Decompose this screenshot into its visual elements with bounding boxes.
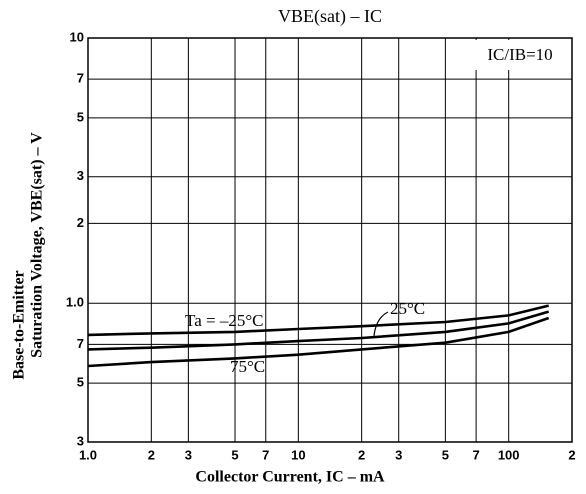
y-tick-label: 7 [77, 71, 84, 86]
y-axis-label: Base-to-Emitter [11, 270, 28, 379]
x-tick-label: 1.0 [79, 447, 97, 462]
curve-label: 75°C [230, 357, 265, 376]
y-tick-label: 5 [77, 109, 84, 124]
y-axis-label: Saturation Voltage, VBE(sat) – V [29, 132, 46, 358]
curve [87, 316, 550, 368]
x-tick-label: 3 [395, 447, 402, 462]
x-tick-label: 2 [568, 447, 575, 462]
x-tick-label: 7 [472, 447, 479, 462]
curve [87, 304, 550, 337]
plot-frame [87, 37, 573, 443]
x-tick-label: 5 [231, 447, 238, 462]
curve-label: Ta = –25°C [185, 311, 263, 330]
curve [87, 310, 550, 351]
y-tick-label: 10 [70, 29, 84, 44]
x-tick-label: 3 [185, 447, 192, 462]
x-tick-label: 7 [262, 447, 269, 462]
y-tick-label: 2 [77, 215, 84, 230]
y-tick-label: 1.0 [66, 295, 84, 310]
x-tick-label: 2 [148, 447, 155, 462]
chart-title: VBE(sat) – IC [278, 6, 382, 27]
x-axis-label: Collector Current, IC – mA [195, 469, 385, 486]
x-tick-label: 2 [358, 447, 365, 462]
y-tick-label: 5 [77, 375, 84, 390]
x-tick-label: 10 [291, 447, 305, 462]
annotation-box [470, 40, 570, 70]
leader-arrow [373, 311, 389, 337]
y-tick-label: 3 [77, 433, 84, 448]
x-tick-label: 100 [498, 447, 520, 462]
x-tick-label: 5 [442, 447, 449, 462]
y-tick-label: 7 [77, 336, 84, 351]
curve-label: 25°C [390, 299, 425, 318]
y-tick-label: 3 [77, 168, 84, 183]
annotation: IC/IB=10 [487, 45, 552, 64]
